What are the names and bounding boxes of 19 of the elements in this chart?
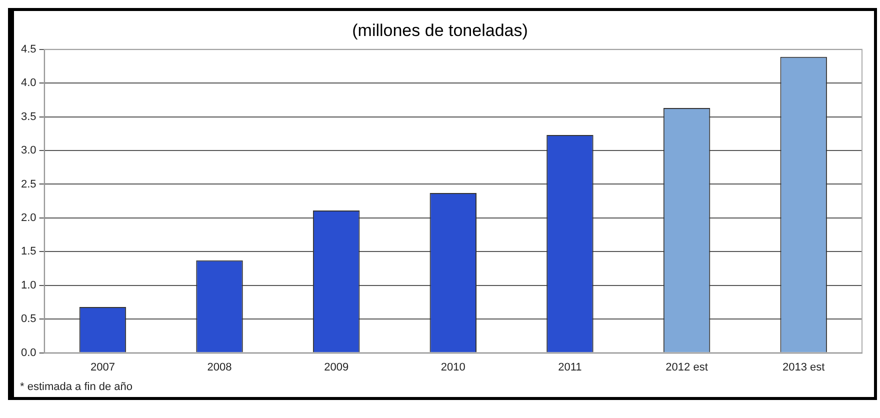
x-tick-label: 2007 [90, 361, 115, 374]
text: * estimada a fin de año [19, 381, 134, 395]
x-tick-label: 2008 [207, 361, 232, 374]
x-tick-label: 2013 est [782, 361, 825, 374]
y-tick-label: 3.0 [20, 144, 36, 157]
y-tick-label: 2.5 [20, 178, 36, 190]
y-tick-label: 0.5 [20, 313, 36, 326]
y-tick-label: 0.0 [20, 346, 36, 359]
y-tick-label: 2.0 [20, 212, 36, 224]
x-tick-label: 2011 [558, 361, 582, 374]
y-tick-label: 1.5 [20, 246, 36, 258]
y-tick-label: 4.5 [20, 43, 36, 56]
x-tick-label: 2009 [324, 361, 349, 374]
y-tick-label: 3.5 [20, 110, 36, 123]
x-tick-label: 2012 est [666, 361, 708, 374]
x-tick-label: 2010 [440, 361, 466, 374]
chart-title: (millones de toneladas) [352, 20, 528, 40]
y-tick-label: 4.0 [20, 77, 36, 90]
y-tick-label: 1.0 [20, 279, 36, 292]
